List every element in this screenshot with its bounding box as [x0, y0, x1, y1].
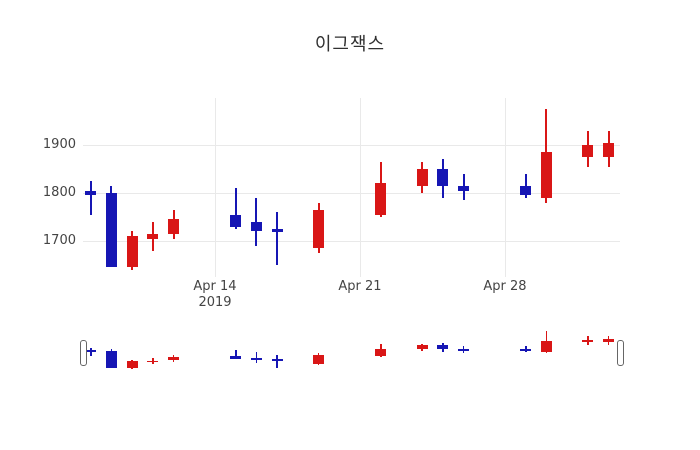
- candlestick-wick: [276, 212, 279, 265]
- rangeslider-candlestick-body: [85, 350, 97, 352]
- rangeslider-candlestick-body: [582, 339, 594, 343]
- candlestick-body: [271, 229, 283, 233]
- candlestick-body: [147, 233, 159, 239]
- candlestick-body: [126, 236, 138, 268]
- rangeslider-track[interactable]: [83, 329, 620, 371]
- rangeslider-candlestick-body: [520, 349, 532, 352]
- rangeslider-candlestick-wick: [276, 355, 278, 368]
- y-tick-label: 1800: [42, 185, 76, 200]
- candlestick-body: [416, 169, 428, 186]
- candlestick-body: [458, 185, 470, 191]
- x-tick-sublabel: 2019: [198, 295, 232, 310]
- rangeslider-handle-right[interactable]: [616, 340, 624, 366]
- candlestick-wick: [89, 181, 92, 215]
- rangeslider-candlestick-body: [147, 360, 159, 363]
- rangeslider-candlestick-body: [458, 349, 470, 351]
- rangeslider-candlestick-body: [105, 350, 117, 369]
- rangeslider-candlestick-body: [126, 361, 138, 369]
- x-gridline: [360, 98, 361, 277]
- rangeslider-candlestick-body: [271, 359, 283, 361]
- y-gridline: [83, 193, 620, 194]
- candlestick-body: [230, 214, 242, 227]
- rangeslider-candlestick-body: [375, 348, 387, 356]
- y-gridline: [83, 241, 620, 242]
- rangeslider-candlestick-body: [603, 339, 615, 343]
- chart-title: 이그잭스: [314, 34, 386, 55]
- x-tick-label: Apr 28: [483, 279, 527, 294]
- rangeslider-candlestick-wick: [90, 348, 92, 356]
- candlestick-body: [168, 219, 180, 234]
- x-tick-label: Apr 14 2019: [170, 279, 260, 311]
- rangeslider-candlestick-wick: [235, 349, 237, 360]
- candlestick-body: [85, 190, 97, 196]
- rangeslider-candlestick-body: [250, 357, 262, 360]
- candlestick-body: [250, 221, 262, 232]
- plot-area[interactable]: [83, 98, 620, 277]
- candlestick-body: [437, 169, 449, 186]
- candlestick-body: [105, 193, 117, 268]
- candlestick-body: [582, 145, 594, 157]
- rangeslider-candlestick-body: [313, 354, 325, 364]
- candlestick-body: [313, 209, 325, 249]
- candlestick-wick: [234, 188, 237, 229]
- rangeslider-candlestick-body: [168, 357, 180, 361]
- candlestick-body: [520, 185, 532, 196]
- rangeslider-candlestick-body: [230, 356, 242, 359]
- candlestick-body: [375, 183, 387, 215]
- rangeslider-handle-left[interactable]: [79, 340, 87, 366]
- x-tick-label: Apr 21: [338, 279, 382, 294]
- x-gridline: [505, 98, 506, 277]
- candlestick-body: [540, 152, 552, 198]
- rangeslider-candlestick-body: [540, 341, 552, 352]
- candlestick-body: [603, 142, 615, 157]
- rangeslider-candlestick-body: [437, 345, 449, 350]
- y-tick-label: 1900: [42, 137, 76, 152]
- rangeslider-candlestick-wick: [255, 352, 258, 364]
- y-gridline: [83, 145, 620, 146]
- y-tick-label: 1700: [42, 233, 76, 248]
- rangeslider-candlestick-body: [416, 345, 428, 350]
- x-gridline: [215, 98, 216, 277]
